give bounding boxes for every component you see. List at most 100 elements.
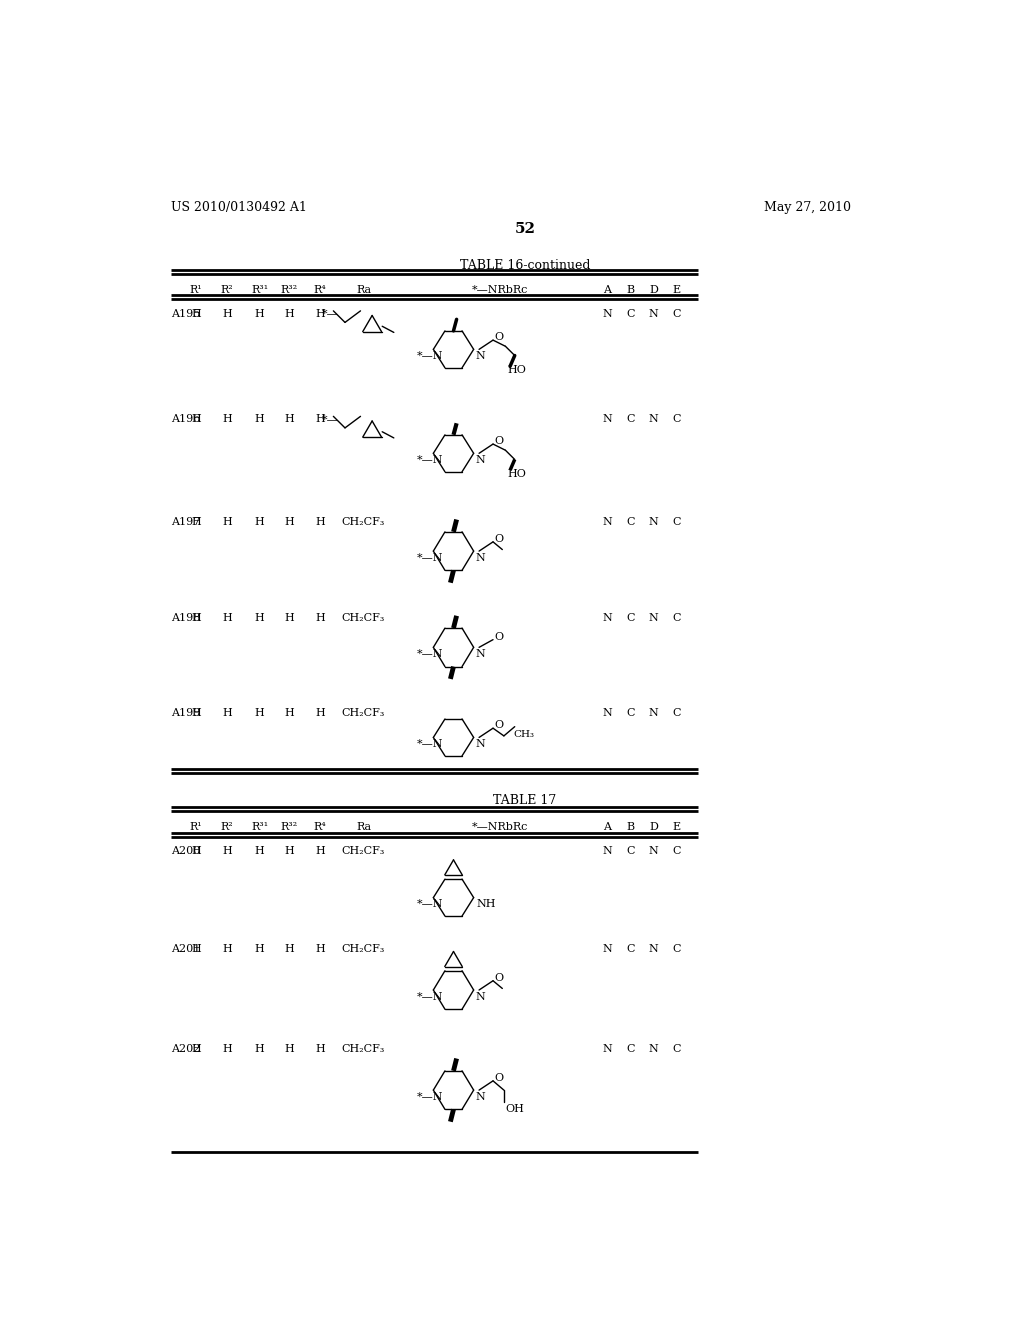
Text: N: N — [475, 455, 485, 465]
Text: H: H — [285, 846, 294, 855]
Text: H: H — [255, 846, 264, 855]
Text: H: H — [315, 708, 325, 718]
Text: C: C — [626, 612, 635, 623]
Text: C: C — [673, 846, 681, 855]
Text: H: H — [222, 708, 232, 718]
Text: *—N: *—N — [417, 553, 442, 562]
Text: A198: A198 — [171, 612, 200, 623]
Text: R³¹: R³¹ — [251, 822, 268, 832]
Text: CH₂CF₃: CH₂CF₃ — [341, 846, 384, 855]
Text: N: N — [648, 944, 658, 954]
Text: US 2010/0130492 A1: US 2010/0130492 A1 — [171, 201, 306, 214]
Text: H: H — [191, 846, 201, 855]
Text: N: N — [648, 414, 658, 424]
Text: *—: *— — [322, 309, 339, 318]
Text: *—NRbRc: *—NRbRc — [472, 285, 528, 296]
Text: N: N — [648, 612, 658, 623]
Text: H: H — [191, 944, 201, 954]
Text: H: H — [191, 708, 201, 718]
Text: C: C — [626, 708, 635, 718]
Text: Ra: Ra — [356, 285, 372, 296]
Text: H: H — [222, 846, 232, 855]
Text: H: H — [255, 708, 264, 718]
Text: A: A — [603, 285, 611, 296]
Text: H: H — [315, 517, 325, 527]
Text: H: H — [255, 612, 264, 623]
Text: *—N: *—N — [417, 649, 442, 659]
Text: CH₂CF₃: CH₂CF₃ — [341, 612, 384, 623]
Text: H: H — [222, 1044, 232, 1053]
Text: H: H — [315, 309, 325, 318]
Text: O: O — [495, 1073, 504, 1084]
Text: CH₂CF₃: CH₂CF₃ — [341, 708, 384, 718]
Text: N: N — [602, 517, 611, 527]
Text: CH₂CF₃: CH₂CF₃ — [341, 944, 384, 954]
Text: R³²: R³² — [281, 822, 298, 832]
Text: C: C — [626, 414, 635, 424]
Text: H: H — [191, 309, 201, 318]
Text: C: C — [673, 708, 681, 718]
Text: N: N — [475, 1092, 485, 1102]
Text: N: N — [602, 612, 611, 623]
Text: 52: 52 — [514, 222, 536, 235]
Text: TABLE 16-continued: TABLE 16-continued — [460, 259, 590, 272]
Text: R¹: R¹ — [189, 822, 203, 832]
Text: R⁴: R⁴ — [313, 285, 327, 296]
Text: A202: A202 — [171, 1044, 200, 1053]
Text: OH: OH — [506, 1104, 524, 1114]
Text: CH₂CF₃: CH₂CF₃ — [341, 1044, 384, 1053]
Text: H: H — [285, 708, 294, 718]
Text: N: N — [602, 846, 611, 855]
Text: B: B — [626, 285, 634, 296]
Text: Ra: Ra — [356, 822, 372, 832]
Text: A199: A199 — [171, 708, 200, 718]
Text: H: H — [255, 944, 264, 954]
Text: H: H — [191, 1044, 201, 1053]
Text: C: C — [626, 517, 635, 527]
Text: N: N — [602, 944, 611, 954]
Text: H: H — [315, 944, 325, 954]
Text: N: N — [602, 309, 611, 318]
Text: H: H — [315, 414, 325, 424]
Text: N: N — [475, 351, 485, 360]
Text: C: C — [673, 612, 681, 623]
Text: C: C — [673, 309, 681, 318]
Text: NH: NH — [477, 899, 497, 909]
Text: *—NRbRc: *—NRbRc — [472, 822, 528, 832]
Text: H: H — [191, 517, 201, 527]
Text: C: C — [673, 1044, 681, 1053]
Text: May 27, 2010: May 27, 2010 — [764, 201, 851, 214]
Text: N: N — [475, 553, 485, 562]
Text: H: H — [285, 1044, 294, 1053]
Text: H: H — [255, 517, 264, 527]
Text: N: N — [648, 309, 658, 318]
Text: N: N — [602, 414, 611, 424]
Text: E: E — [673, 822, 681, 832]
Text: C: C — [626, 1044, 635, 1053]
Text: H: H — [315, 846, 325, 855]
Text: H: H — [191, 414, 201, 424]
Text: H: H — [191, 612, 201, 623]
Text: A196: A196 — [171, 414, 200, 424]
Text: N: N — [475, 739, 485, 748]
Text: TABLE 17: TABLE 17 — [494, 795, 556, 808]
Text: E: E — [673, 285, 681, 296]
Text: *—N: *—N — [417, 899, 442, 909]
Text: H: H — [285, 612, 294, 623]
Text: *—N: *—N — [417, 351, 442, 360]
Text: D: D — [649, 822, 657, 832]
Text: R³¹: R³¹ — [251, 285, 268, 296]
Text: N: N — [602, 1044, 611, 1053]
Text: H: H — [285, 414, 294, 424]
Text: H: H — [255, 1044, 264, 1053]
Text: H: H — [255, 414, 264, 424]
Text: D: D — [649, 285, 657, 296]
Text: C: C — [626, 944, 635, 954]
Text: O: O — [495, 721, 504, 730]
Text: H: H — [255, 309, 264, 318]
Text: O: O — [495, 632, 504, 642]
Text: H: H — [222, 944, 232, 954]
Text: N: N — [648, 1044, 658, 1053]
Text: C: C — [673, 944, 681, 954]
Text: O: O — [495, 973, 504, 983]
